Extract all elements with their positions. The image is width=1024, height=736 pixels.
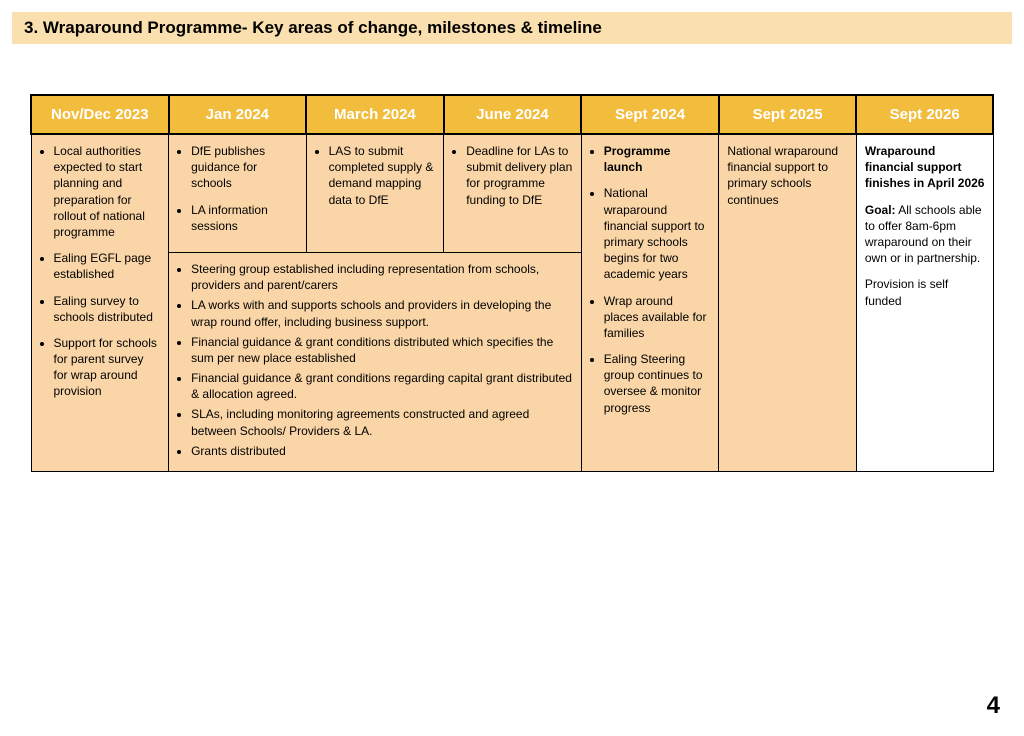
list-item: LA works with and supports schools and p… xyxy=(191,297,573,329)
header-sept-2024: Sept 2024 xyxy=(581,95,719,134)
timeline-table: Nov/Dec 2023 Jan 2024 March 2024 June 20… xyxy=(30,94,994,472)
header-row: Nov/Dec 2023 Jan 2024 March 2024 June 20… xyxy=(31,95,993,134)
list-item: Local authorities expected to start plan… xyxy=(54,143,161,240)
header-sept-2026: Sept 2026 xyxy=(856,95,993,134)
cell-novdec-2023: Local authorities expected to start plan… xyxy=(31,134,169,472)
list-item: SLAs, including monitoring agreements co… xyxy=(191,406,573,438)
header-novdec-2023: Nov/Dec 2023 xyxy=(31,95,169,134)
goal-label: Goal: xyxy=(865,203,896,217)
list-item: LAS to submit completed supply & demand … xyxy=(329,143,436,208)
list-item: National wraparound financial support to… xyxy=(604,185,711,282)
programme-launch-label: Programme launch xyxy=(604,144,671,174)
cell-sept-2024: Programme launch National wraparound fin… xyxy=(581,134,719,472)
list-item: DfE publishes guidance for schools xyxy=(191,143,298,192)
timeline-table-wrap: Nov/Dec 2023 Jan 2024 March 2024 June 20… xyxy=(30,94,994,472)
list-item: Financial guidance & grant conditions di… xyxy=(191,334,573,366)
sept-2026-p3: Provision is self funded xyxy=(865,276,985,308)
sept-2026-goal: Goal: All schools able to offer 8am-6pm … xyxy=(865,202,985,267)
list-item: Wrap around places available for familie… xyxy=(604,293,711,342)
list-item: Ealing EGFL page established xyxy=(54,250,161,282)
list-item: Ealing survey to schools distributed xyxy=(54,293,161,325)
list-item: Deadline for LAs to submit delivery plan… xyxy=(466,143,573,208)
header-sept-2025: Sept 2025 xyxy=(719,95,857,134)
sept-2025-text: National wraparound financial support to… xyxy=(727,144,838,207)
cell-jan-2024: DfE publishes guidance for schools LA in… xyxy=(169,134,307,252)
header-jan-2024: Jan 2024 xyxy=(169,95,307,134)
body-row-1: Local authorities expected to start plan… xyxy=(31,134,993,252)
list-item: Steering group established including rep… xyxy=(191,261,573,293)
page-number: 4 xyxy=(987,692,1000,720)
list-item: Grants distributed xyxy=(191,443,573,459)
cell-sept-2025: National wraparound financial support to… xyxy=(719,134,857,472)
list-item: LA information sessions xyxy=(191,202,298,234)
cell-june-2024: Deadline for LAs to submit delivery plan… xyxy=(444,134,582,252)
cell-march-2024: LAS to submit completed supply & demand … xyxy=(306,134,444,252)
cell-merged-jan-to-june: Steering group established including rep… xyxy=(169,252,582,471)
list-item: Support for schools for parent survey fo… xyxy=(54,335,161,400)
list-item: Financial guidance & grant conditions re… xyxy=(191,370,573,402)
sept-2026-p1: Wraparound financial support finishes in… xyxy=(865,143,985,192)
cell-sept-2026: Wraparound financial support finishes in… xyxy=(856,134,993,472)
list-item: Ealing Steering group continues to overs… xyxy=(604,351,711,416)
header-june-2024: June 2024 xyxy=(444,95,582,134)
list-item: Programme launch xyxy=(604,143,711,175)
header-march-2024: March 2024 xyxy=(306,95,444,134)
section-title: 3. Wraparound Programme- Key areas of ch… xyxy=(12,12,1012,44)
